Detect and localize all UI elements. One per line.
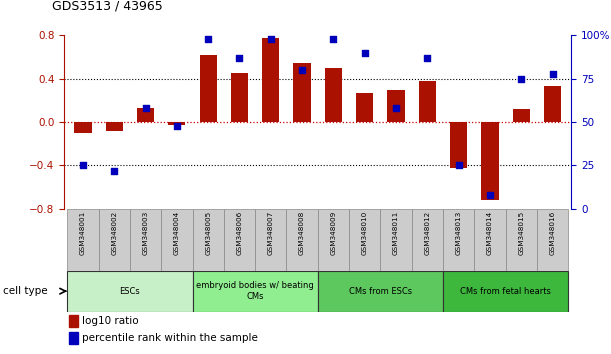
Bar xyxy=(130,209,161,271)
Bar xyxy=(192,209,224,271)
Bar xyxy=(192,271,318,312)
Bar xyxy=(200,55,217,122)
Text: cell type: cell type xyxy=(3,286,48,296)
Point xyxy=(78,162,88,168)
Bar xyxy=(106,122,123,131)
Text: GSM348008: GSM348008 xyxy=(299,211,305,255)
Point xyxy=(454,162,464,168)
Point xyxy=(422,55,432,61)
Text: GSM348009: GSM348009 xyxy=(331,211,337,255)
Bar xyxy=(224,209,255,271)
Text: log10 ratio: log10 ratio xyxy=(82,316,139,326)
Point xyxy=(516,76,526,81)
Text: GSM348015: GSM348015 xyxy=(518,211,524,255)
Bar xyxy=(419,81,436,122)
Bar xyxy=(75,122,92,133)
Text: GSM348004: GSM348004 xyxy=(174,211,180,255)
Bar xyxy=(69,315,78,327)
Bar xyxy=(387,90,404,122)
Text: GSM348013: GSM348013 xyxy=(456,211,461,255)
Bar xyxy=(443,209,474,271)
Bar xyxy=(356,93,373,122)
Text: GSM348010: GSM348010 xyxy=(362,211,368,255)
Text: GSM348003: GSM348003 xyxy=(142,211,148,255)
Text: GDS3513 / 43965: GDS3513 / 43965 xyxy=(52,0,163,12)
Bar xyxy=(168,122,186,125)
Point xyxy=(203,36,213,42)
Text: CMs from fetal hearts: CMs from fetal hearts xyxy=(460,287,551,296)
Point xyxy=(172,123,181,129)
Bar xyxy=(287,209,318,271)
Point xyxy=(141,105,150,111)
Bar xyxy=(98,209,130,271)
Text: ESCs: ESCs xyxy=(120,287,141,296)
Bar xyxy=(537,209,568,271)
Text: GSM348016: GSM348016 xyxy=(549,211,555,255)
Text: percentile rank within the sample: percentile rank within the sample xyxy=(82,333,258,343)
Point xyxy=(485,192,495,198)
Point xyxy=(266,36,276,42)
Bar xyxy=(349,209,380,271)
Text: GSM348007: GSM348007 xyxy=(268,211,274,255)
Bar xyxy=(544,86,561,122)
Bar xyxy=(450,122,467,168)
Bar xyxy=(325,68,342,122)
Point xyxy=(547,71,557,76)
Bar xyxy=(412,209,443,271)
Text: GSM348001: GSM348001 xyxy=(80,211,86,255)
Text: GSM348002: GSM348002 xyxy=(111,211,117,255)
Bar xyxy=(380,209,412,271)
Bar xyxy=(513,109,530,122)
Bar xyxy=(161,209,192,271)
Bar xyxy=(318,271,443,312)
Text: GSM348011: GSM348011 xyxy=(393,211,399,255)
Bar xyxy=(231,73,248,122)
Bar xyxy=(69,332,78,344)
Text: GSM348012: GSM348012 xyxy=(424,211,430,255)
Text: GSM348006: GSM348006 xyxy=(236,211,243,255)
Text: CMs from ESCs: CMs from ESCs xyxy=(349,287,412,296)
Point xyxy=(297,67,307,73)
Point xyxy=(391,105,401,111)
Point xyxy=(109,168,119,173)
Bar xyxy=(255,209,287,271)
Bar xyxy=(67,209,98,271)
Bar xyxy=(137,108,154,122)
Text: GSM348014: GSM348014 xyxy=(487,211,493,255)
Point xyxy=(329,36,338,42)
Bar xyxy=(67,271,192,312)
Bar xyxy=(262,38,279,122)
Point xyxy=(360,50,370,56)
Bar xyxy=(481,122,499,200)
Bar xyxy=(505,209,537,271)
Bar xyxy=(293,63,310,122)
Bar xyxy=(443,271,568,312)
Text: GSM348005: GSM348005 xyxy=(205,211,211,255)
Bar xyxy=(318,209,349,271)
Text: embryoid bodies w/ beating
CMs: embryoid bodies w/ beating CMs xyxy=(196,281,314,301)
Bar xyxy=(474,209,505,271)
Point xyxy=(235,55,244,61)
